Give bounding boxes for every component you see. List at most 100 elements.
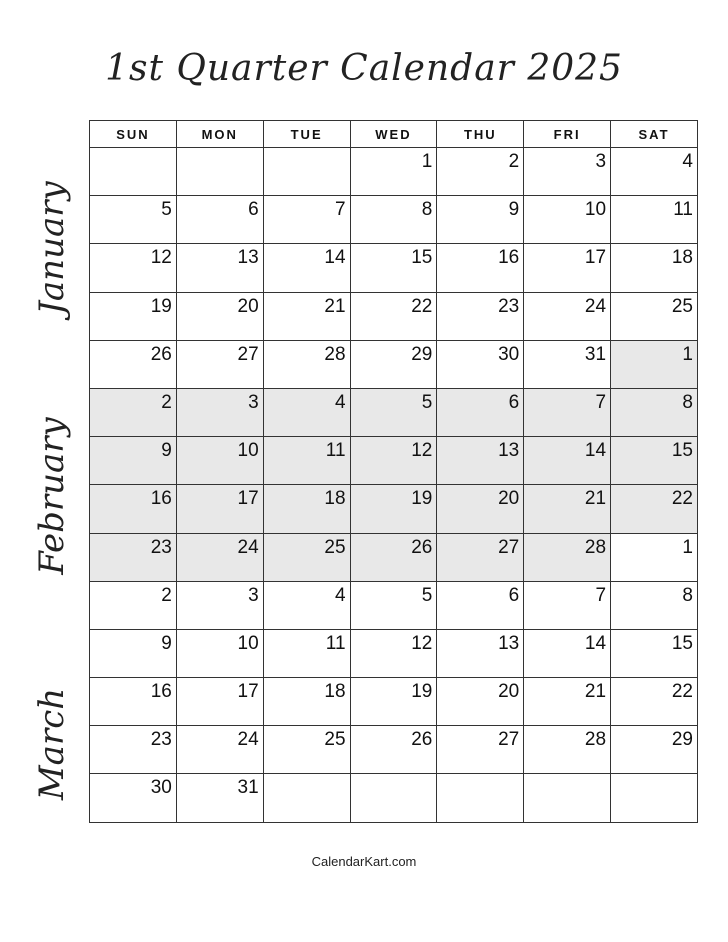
day-cell: 6 (436, 580, 525, 630)
week-row: 19 20 21 22 23 24 25 (89, 291, 698, 341)
day-cell: 19 (349, 677, 438, 727)
day-cell: 11 (262, 628, 351, 679)
week-row: 23 24 25 26 27 28 29 (89, 725, 698, 775)
day-cell: 8 (610, 580, 698, 630)
empty-cell (89, 146, 177, 197)
month-label-january: January (32, 181, 72, 315)
day-cell: 12 (349, 628, 438, 679)
day-cell: 17 (523, 243, 612, 293)
day-cell: 27 (436, 532, 525, 582)
day-cell: 16 (89, 677, 177, 727)
day-cell: 19 (349, 484, 438, 534)
day-cell: 22 (610, 484, 698, 534)
day-cell: 18 (262, 484, 351, 534)
day-cell: 18 (262, 677, 351, 727)
day-cell: 5 (349, 387, 438, 438)
day-cell: 20 (436, 484, 525, 534)
day-cell: 24 (523, 291, 612, 341)
day-cell: 26 (349, 725, 438, 775)
day-cell: 23 (436, 291, 525, 341)
day-cell: 7 (523, 580, 612, 630)
week-row: 26 27 28 29 30 31 1 (89, 339, 698, 389)
day-cell: 24 (175, 532, 264, 582)
day-cell: 23 (89, 532, 177, 582)
week-row: 5 6 7 8 9 10 11 (89, 195, 698, 245)
calendar-grid: SUN MON TUE WED THU FRI SAT 1 2 3 4 5 6 7 8 9 10 11 12 13 1… (89, 120, 698, 823)
day-cell: 7 (262, 195, 351, 245)
day-cell: 4 (610, 146, 698, 197)
day-cell: 1 (349, 146, 438, 197)
weekday-header-row: SUN MON TUE WED THU FRI SAT (89, 120, 698, 148)
empty-cell (523, 773, 612, 823)
week-row: 16 17 18 19 20 21 22 (89, 484, 698, 534)
footer-site: CalendarKart.com (311, 854, 417, 869)
day-cell: 20 (175, 291, 264, 341)
day-cell: 10 (175, 436, 264, 486)
day-cell: 15 (610, 628, 698, 679)
weekday-header: FRI (523, 120, 612, 148)
day-cell: 1 (610, 532, 698, 582)
day-cell: 25 (610, 291, 698, 341)
day-cell: 24 (175, 725, 264, 775)
day-cell: 21 (523, 677, 612, 727)
day-cell: 10 (175, 628, 264, 679)
day-cell: 3 (175, 387, 264, 438)
day-cell: 14 (523, 436, 612, 486)
day-cell: 31 (523, 339, 612, 389)
day-cell: 8 (610, 387, 698, 438)
day-cell: 3 (175, 580, 264, 630)
day-cell: 13 (436, 628, 525, 679)
day-cell: 13 (175, 243, 264, 293)
weekday-header: SAT (610, 120, 698, 148)
day-cell: 28 (262, 339, 351, 389)
day-cell: 4 (262, 387, 351, 438)
page-title: 1st Quarter Calendar 2025 (105, 48, 623, 89)
day-cell: 21 (523, 484, 612, 534)
week-row: 23 24 25 26 27 28 1 (89, 532, 698, 582)
day-cell: 4 (262, 580, 351, 630)
weekday-header: THU (436, 120, 525, 148)
day-cell: 31 (175, 773, 264, 823)
day-cell: 14 (523, 628, 612, 679)
empty-cell (436, 773, 525, 823)
empty-cell (175, 146, 264, 197)
weekday-header: MON (175, 120, 264, 148)
day-cell: 15 (610, 436, 698, 486)
day-cell: 21 (262, 291, 351, 341)
day-cell: 10 (523, 195, 612, 245)
day-cell: 11 (262, 436, 351, 486)
empty-cell (262, 773, 351, 823)
week-row: 9 10 11 12 13 14 15 (89, 628, 698, 679)
day-cell: 22 (349, 291, 438, 341)
day-cell: 9 (89, 436, 177, 486)
day-cell: 5 (349, 580, 438, 630)
day-cell: 12 (349, 436, 438, 486)
day-cell: 13 (436, 436, 525, 486)
empty-cell (610, 773, 698, 823)
day-cell: 25 (262, 532, 351, 582)
day-cell: 20 (436, 677, 525, 727)
day-cell: 16 (89, 484, 177, 534)
weekday-header: SUN (89, 120, 177, 148)
day-cell: 26 (349, 532, 438, 582)
day-cell: 3 (523, 146, 612, 197)
day-cell: 11 (610, 195, 698, 245)
day-cell: 9 (436, 195, 525, 245)
day-cell: 30 (89, 773, 177, 823)
day-cell: 27 (175, 339, 264, 389)
day-cell: 28 (523, 725, 612, 775)
empty-cell (262, 146, 351, 197)
empty-cell (349, 773, 438, 823)
week-row: 9 10 11 12 13 14 15 (89, 436, 698, 486)
day-cell: 2 (89, 580, 177, 630)
day-cell: 26 (89, 339, 177, 389)
day-cell: 17 (175, 677, 264, 727)
month-label-march: March (32, 687, 72, 801)
day-cell: 8 (349, 195, 438, 245)
week-row: 16 17 18 19 20 21 22 (89, 677, 698, 727)
day-cell: 9 (89, 628, 177, 679)
day-cell: 5 (89, 195, 177, 245)
month-label-february: February (32, 417, 72, 575)
